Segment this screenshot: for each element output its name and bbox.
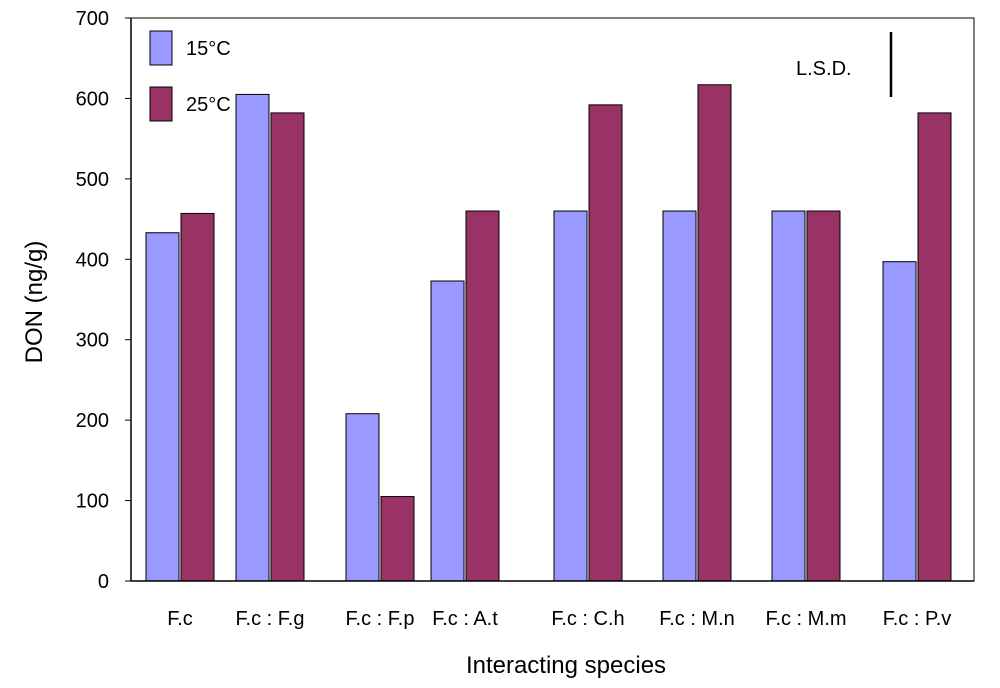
bar-25c xyxy=(588,104,623,582)
bar-25c xyxy=(180,212,215,582)
bar-25c xyxy=(917,112,952,582)
bar-15c xyxy=(662,210,697,582)
legend-label: 15°C xyxy=(186,38,231,60)
y-tick-label: 700 xyxy=(76,8,109,30)
x-tick-label: F.c : F.p xyxy=(346,608,415,630)
y-tick-label: 100 xyxy=(76,491,109,513)
legend-swatch xyxy=(149,30,173,66)
legend-swatch xyxy=(149,86,173,122)
bar-25c xyxy=(380,496,415,582)
legend: 15°C 25°C xyxy=(149,30,231,122)
x-tick-label: F.c : M.m xyxy=(765,608,846,630)
bar-15c xyxy=(553,210,588,582)
y-tick-label: 500 xyxy=(76,169,109,191)
y-tick-label: 600 xyxy=(76,88,109,110)
x-tick-label: F.c : F.g xyxy=(236,608,305,630)
lsd-indicator: L.S.D. xyxy=(796,32,893,97)
bar-15c xyxy=(430,280,465,582)
x-tick-label: F.c : C.h xyxy=(551,608,624,630)
bar-15c xyxy=(235,93,270,582)
x-axis: F.c F.c : F.g F.c : F.p F.c : A.t F.c : C.h F… xyxy=(131,580,974,630)
bar-15c xyxy=(771,210,806,582)
y-tick-label: 400 xyxy=(76,249,109,271)
bar-25c xyxy=(697,84,732,582)
bar-15c xyxy=(345,413,380,582)
x-tick-label: F.c : M.n xyxy=(659,608,735,630)
bar-15c xyxy=(882,261,917,582)
y-tick-label: 200 xyxy=(76,410,109,432)
y-axis-title: DON (ng/g) xyxy=(21,241,48,364)
x-tick-label: F.c xyxy=(167,608,193,630)
bars-group xyxy=(145,84,952,582)
bar-15c xyxy=(145,232,180,582)
x-tick-label: F.c : A.t xyxy=(432,608,498,630)
y-axis: 0 100 200 300 400 500 600 700 xyxy=(76,8,132,593)
x-tick-label: F.c : P.v xyxy=(883,608,952,630)
bar-25c xyxy=(806,210,841,582)
bar-25c xyxy=(270,112,305,582)
x-axis-title: Interacting species xyxy=(466,652,666,679)
y-tick-label: 300 xyxy=(76,330,109,352)
y-tick-label: 0 xyxy=(98,571,109,593)
bar-25c xyxy=(465,210,500,582)
lsd-label: L.S.D. xyxy=(796,58,852,80)
legend-label: 25°C xyxy=(186,94,231,116)
